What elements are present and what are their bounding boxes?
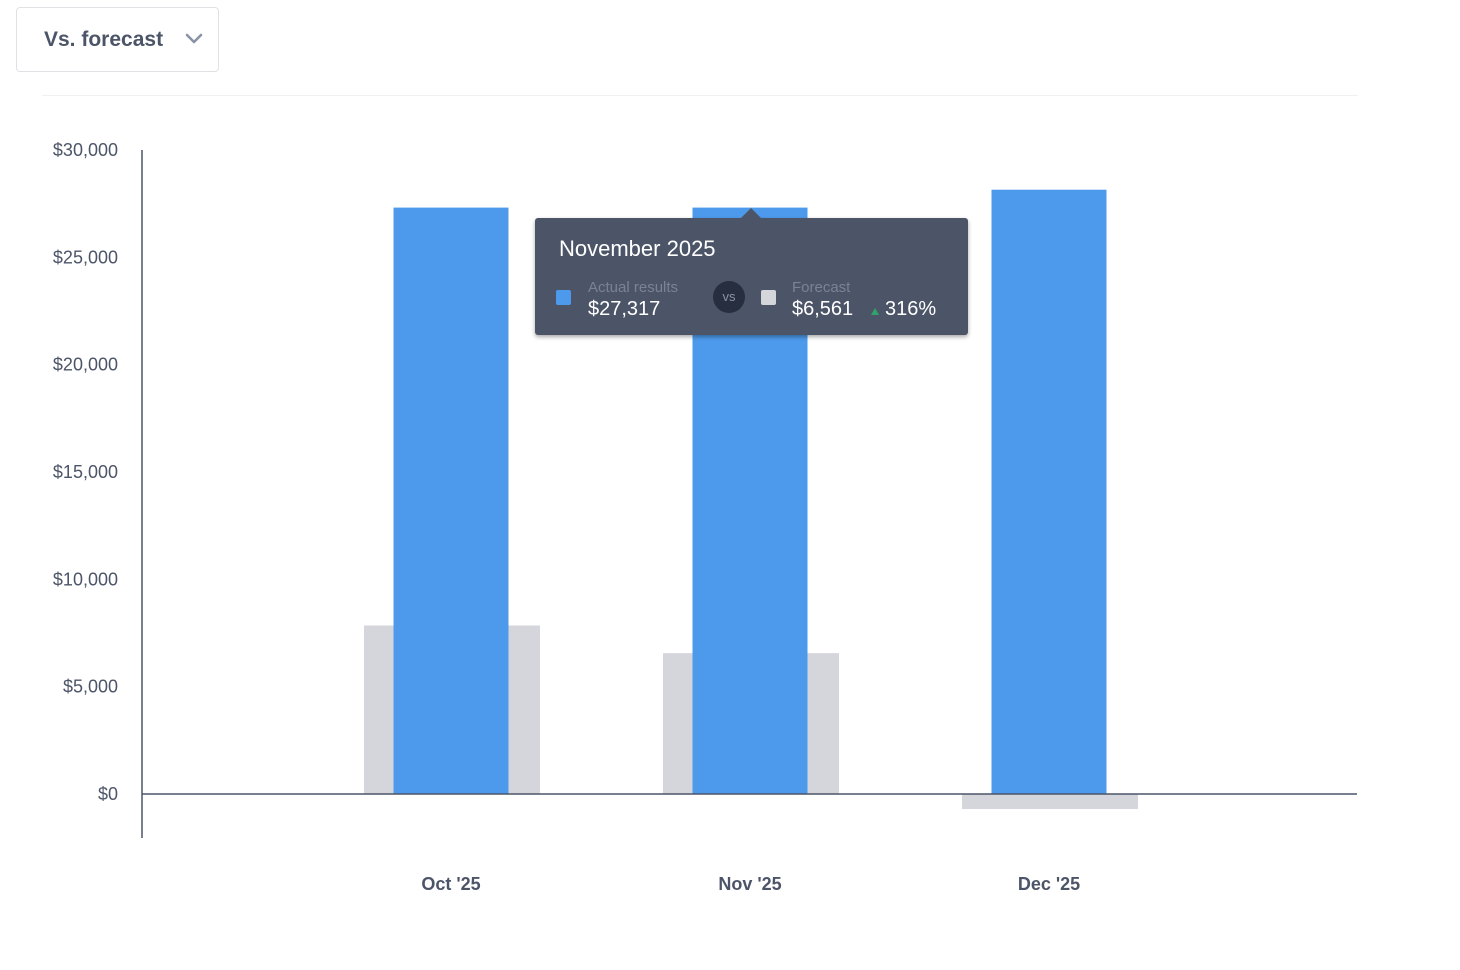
tooltip-caret (741, 208, 761, 218)
forecast-swatch (761, 290, 776, 305)
tooltip-vs-badge: vs (713, 281, 745, 313)
header-divider (42, 95, 1358, 96)
tooltip-actual-value: $27,317 (588, 298, 661, 320)
chevron-down-icon (185, 33, 203, 44)
y-tick-label: $0 (98, 784, 118, 804)
tooltip-actual-label: Actual results (588, 279, 679, 296)
tooltip-change-value: 316% (885, 298, 937, 320)
y-tick-label: $5,000 (63, 677, 118, 697)
forecast-bar[interactable] (962, 794, 1138, 810)
actual-bar[interactable] (991, 189, 1107, 795)
y-tick-label: $30,000 (53, 140, 118, 160)
chart-tooltip: November 2025 Actual results $27,317 vs … (535, 208, 968, 335)
actual-bar[interactable] (393, 207, 509, 794)
view-selector-label: Vs. forecast (44, 27, 164, 51)
x-tick-label: Oct '25 (421, 874, 480, 894)
actual-swatch (556, 290, 571, 305)
y-tick-label: $20,000 (53, 355, 118, 375)
tooltip-forecast-value: $6,561 (792, 298, 854, 320)
y-tick-label: $15,000 (53, 462, 118, 482)
view-selector-dropdown[interactable]: Vs. forecast (16, 7, 219, 72)
tooltip-forecast-label: Forecast (792, 279, 851, 296)
x-tick-label: Dec '25 (1018, 874, 1080, 894)
x-tick-label: Nov '25 (718, 874, 781, 894)
y-tick-label: $10,000 (53, 569, 118, 589)
up-arrow-icon (871, 308, 879, 315)
tooltip-title: November 2025 (559, 236, 716, 261)
y-tick-label: $25,000 (53, 247, 118, 267)
